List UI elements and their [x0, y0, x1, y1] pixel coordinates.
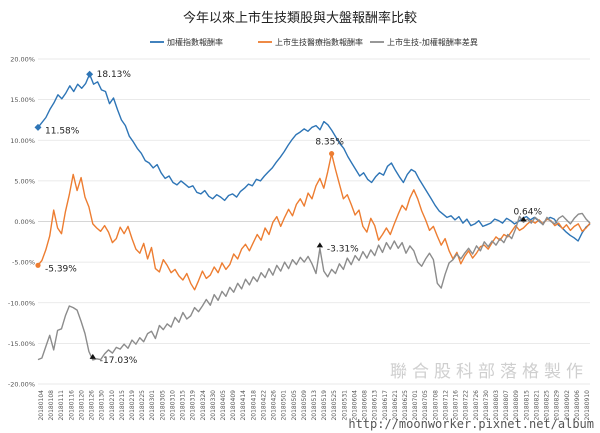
x-tick-label: 20180730: [483, 390, 490, 421]
x-tick-label: 20180219: [129, 390, 136, 421]
annotation-marker: [520, 216, 527, 222]
x-tick-label: 20180906: [574, 390, 581, 421]
x-tick-label: 20180414: [240, 390, 247, 421]
annotation-marker: [34, 123, 42, 131]
annotation-label: 8.35%: [315, 138, 344, 148]
annotation-marker: [316, 242, 324, 248]
series-line-0: [37, 73, 591, 242]
annotation-marker: [89, 353, 97, 359]
y-tick-label: 0.00%: [14, 218, 35, 226]
x-tick-label: 20180301: [149, 390, 156, 421]
series-lines: [37, 73, 591, 361]
grid: [38, 58, 590, 385]
x-tick-label: 20180505: [291, 390, 298, 421]
x-tick-label: 20180426: [271, 390, 278, 421]
series-line-2: [37, 212, 591, 361]
legend-label: 加權指數報酬率: [167, 37, 223, 47]
annotation-label: -3.31%: [327, 244, 359, 254]
y-tick-label: 20.00%: [10, 56, 35, 64]
x-tick-label: 20180910: [584, 390, 591, 421]
x-tick-label: 20180422: [260, 390, 267, 421]
x-tick-label: 20180803: [493, 390, 500, 421]
x-tick-label: 20180807: [503, 390, 510, 421]
x-tick-label: 20180829: [554, 390, 561, 421]
x-tick-label: 20180111: [58, 390, 65, 421]
annotations: 11.58% 18.13% -5.39% 8.35% -17.03% -3.31% 0.64…: [34, 70, 542, 366]
x-tick-label: 20180825: [544, 390, 551, 421]
x-tick-label: 20180319: [190, 390, 197, 421]
x-tick-label: 20180324: [200, 390, 207, 421]
x-tick-label: 20180104: [38, 390, 45, 421]
x-tick-label: 20180126: [89, 390, 96, 421]
x-tick-label: 20180621: [392, 390, 399, 421]
x-tick-label: 20180701: [412, 390, 419, 421]
y-tick-label: 10.00%: [10, 137, 35, 145]
x-tick-label: 20180809: [513, 390, 520, 421]
x-tick-label: 20180613: [372, 390, 379, 421]
annotation-label: 18.13%: [97, 70, 132, 80]
legend: 加權指數報酬率 上市生技醫療指數報酬率 上市生技-加權報酬率差異: [150, 37, 478, 47]
y-tick-label: -20.00%: [8, 381, 35, 389]
y-tick-label: -5.00%: [12, 259, 35, 267]
x-tick-label: 20180225: [139, 390, 146, 421]
x-tick-label: 20180315: [180, 390, 187, 421]
footer-url: http://moonworker.pixnet.net/album: [348, 417, 594, 431]
x-tick-label: 20180501: [281, 390, 288, 421]
annotation-label: -17.03%: [100, 356, 138, 366]
chart-title: 今年以來上市生技類股與大盤報酬率比較: [183, 10, 417, 26]
annotation-label: 0.64%: [513, 207, 542, 217]
x-tick-label: 20180509: [301, 390, 308, 421]
x-tick-label: 20180525: [331, 390, 338, 421]
x-tick-label: 20180722: [463, 390, 470, 421]
x-tick-label: 20180120: [78, 390, 85, 421]
x-tick-label: 20180617: [382, 390, 389, 421]
x-tick-label: 20180712: [442, 390, 449, 421]
x-tick-label: 20180210: [109, 390, 116, 421]
x-tick-label: 20180405: [220, 390, 227, 421]
x-tick-label: 20180726: [473, 390, 480, 421]
x-tick-label: 20180604: [351, 390, 358, 421]
x-tick-label: 20180310: [169, 390, 176, 421]
x-tick-label: 20180116: [68, 390, 75, 421]
y-tick-label: 5.00%: [14, 177, 35, 185]
x-tick-label: 20180815: [523, 390, 530, 421]
y-tick-label: -10.00%: [8, 299, 35, 307]
x-tick-label: 20180705: [422, 390, 429, 421]
x-tick-label: 20180418: [250, 390, 257, 421]
x-tick-label: 20180215: [119, 390, 126, 421]
y-tick-label: 15.00%: [10, 96, 35, 104]
x-tick-label: 20180608: [362, 390, 369, 421]
x-tick-label: 20180330: [210, 390, 217, 421]
x-tick-label: 20180531: [341, 390, 348, 421]
x-tick-label: 20180708: [432, 390, 439, 421]
legend-label: 上市生技-加權報酬率差異: [387, 37, 478, 47]
x-tick-label: 20180821: [533, 390, 540, 421]
annotation-label: 11.58%: [45, 126, 80, 136]
y-tick-label: -15.00%: [8, 340, 35, 348]
legend-label: 上市生技醫療指數報酬率: [275, 37, 363, 47]
y-axis: 20.00% 15.00% 10.00% 5.00% 0.00% -5.00% -10.00…: [8, 56, 35, 389]
x-tick-label: 20180108: [48, 390, 55, 421]
x-tick-label: 20180305: [159, 390, 166, 421]
x-tick-label: 20180625: [402, 390, 409, 421]
annotation-marker: [86, 70, 94, 78]
annotation-label: -5.39%: [45, 264, 77, 274]
annotation-marker: [35, 262, 41, 268]
x-tick-label: 20180409: [230, 390, 237, 421]
annotation-marker: [329, 151, 335, 157]
watermark: 聯合股科部落格製作: [390, 362, 588, 382]
series-line-1: [37, 153, 591, 291]
x-tick-label: 20180513: [311, 390, 318, 421]
x-tick-label: 20180519: [321, 390, 328, 421]
x-tick-label: 20180716: [453, 390, 460, 421]
x-tick-label: 20180902: [564, 390, 571, 421]
x-axis: 20180104 20180108 20180111 20180116 20180120…: [38, 390, 591, 421]
x-tick-label: 20180130: [99, 390, 106, 421]
